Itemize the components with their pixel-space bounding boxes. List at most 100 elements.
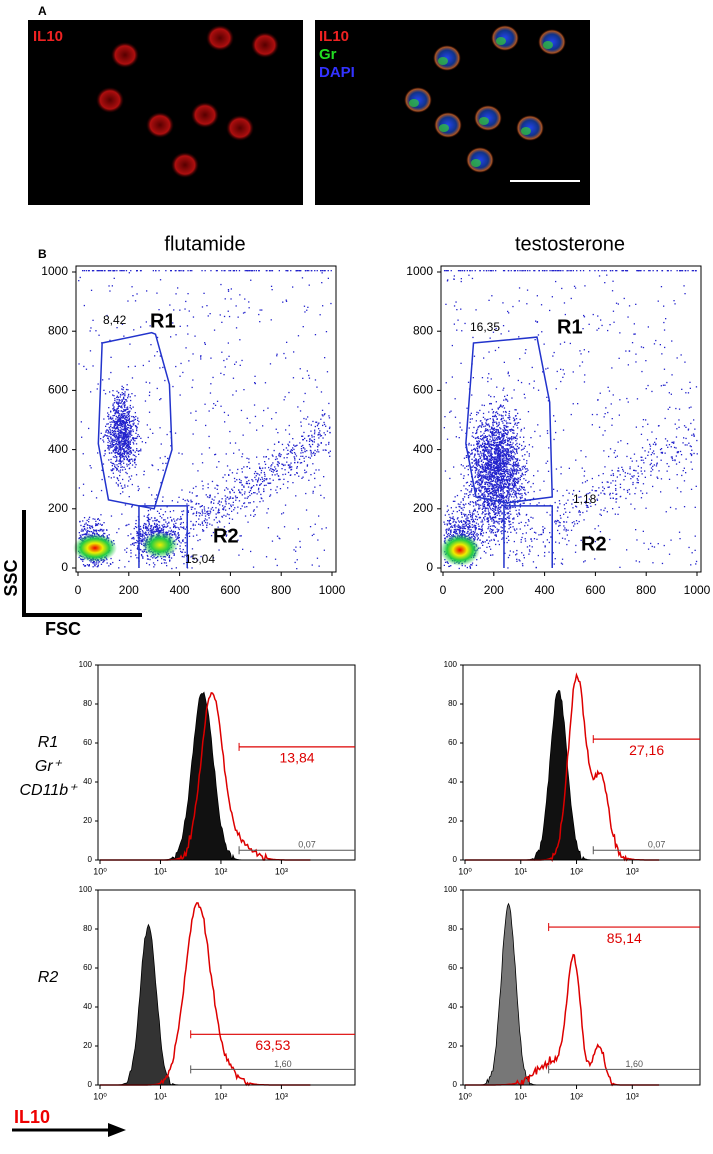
dot xyxy=(485,507,487,510)
cell-granule xyxy=(543,41,553,49)
dot xyxy=(235,305,237,307)
dot xyxy=(508,463,510,465)
dot xyxy=(85,533,87,535)
dot xyxy=(170,557,173,559)
dot xyxy=(505,466,507,468)
dot xyxy=(142,531,144,533)
dot xyxy=(83,517,86,519)
dot xyxy=(112,434,114,436)
dot xyxy=(136,542,138,544)
dot xyxy=(154,564,156,566)
dot xyxy=(235,390,237,392)
dot xyxy=(95,563,97,565)
dot xyxy=(323,476,325,478)
dot xyxy=(136,532,138,535)
dot xyxy=(125,415,127,417)
dot xyxy=(126,524,128,526)
dot xyxy=(232,497,234,499)
dot xyxy=(480,483,483,485)
dot xyxy=(496,423,498,425)
dot xyxy=(514,453,516,455)
dot xyxy=(516,442,518,445)
dot xyxy=(163,531,165,533)
dot xyxy=(195,410,197,412)
dot xyxy=(501,417,503,420)
dot xyxy=(226,513,229,515)
dot xyxy=(494,445,496,447)
dot xyxy=(211,498,213,500)
dot xyxy=(474,472,477,474)
dot xyxy=(147,555,149,557)
dot xyxy=(118,417,120,419)
dot xyxy=(234,363,236,365)
dot-cloud xyxy=(443,270,698,570)
dot xyxy=(109,421,111,423)
dot xyxy=(165,526,167,528)
dot xyxy=(486,450,488,452)
dot xyxy=(119,423,121,425)
dot xyxy=(241,453,244,455)
dot xyxy=(116,531,118,534)
dot xyxy=(505,463,507,465)
dot xyxy=(253,270,255,272)
dot xyxy=(124,395,126,397)
dot xyxy=(132,454,134,456)
dot xyxy=(104,532,106,535)
dot xyxy=(128,496,130,498)
dot xyxy=(192,524,194,527)
dot xyxy=(487,517,489,519)
dot xyxy=(471,469,473,471)
dot xyxy=(494,520,496,523)
dot xyxy=(193,512,195,514)
dot xyxy=(480,425,482,427)
dot xyxy=(485,429,487,432)
dot xyxy=(499,494,501,496)
dot xyxy=(276,353,278,355)
dot xyxy=(118,441,120,443)
dot xyxy=(117,412,119,414)
dot xyxy=(496,520,498,522)
dot xyxy=(486,424,488,426)
dot xyxy=(121,400,123,402)
dot xyxy=(282,301,284,303)
dot xyxy=(508,437,510,439)
dot xyxy=(270,285,273,287)
dot xyxy=(292,377,295,379)
dot xyxy=(165,562,167,564)
dot xyxy=(155,520,157,522)
dot xyxy=(484,488,486,491)
dot xyxy=(490,518,492,520)
dot xyxy=(493,513,496,516)
dot xyxy=(294,561,296,564)
dot xyxy=(173,532,176,534)
gate-percent: 8,42 xyxy=(103,313,127,327)
dot xyxy=(125,399,127,401)
dot xyxy=(125,471,127,474)
dot xyxy=(146,534,148,536)
dot xyxy=(291,449,293,452)
dot xyxy=(87,529,89,532)
dot xyxy=(500,440,502,442)
dot xyxy=(129,424,132,426)
dot xyxy=(127,408,129,410)
dot xyxy=(137,417,139,419)
dot xyxy=(122,469,124,471)
dot xyxy=(148,521,150,523)
dot xyxy=(258,463,260,465)
dot xyxy=(491,507,494,510)
dot xyxy=(506,494,508,496)
dot xyxy=(498,476,500,479)
dot xyxy=(115,424,117,426)
dot xyxy=(252,480,254,482)
dot xyxy=(163,562,166,564)
dot xyxy=(508,451,510,453)
dot xyxy=(481,471,483,473)
dot xyxy=(126,445,128,448)
dot xyxy=(119,434,121,437)
dot xyxy=(224,298,226,300)
dot xyxy=(107,423,109,425)
dot xyxy=(284,469,286,471)
dot xyxy=(184,537,186,539)
dot xyxy=(111,440,113,442)
dot xyxy=(297,270,299,272)
